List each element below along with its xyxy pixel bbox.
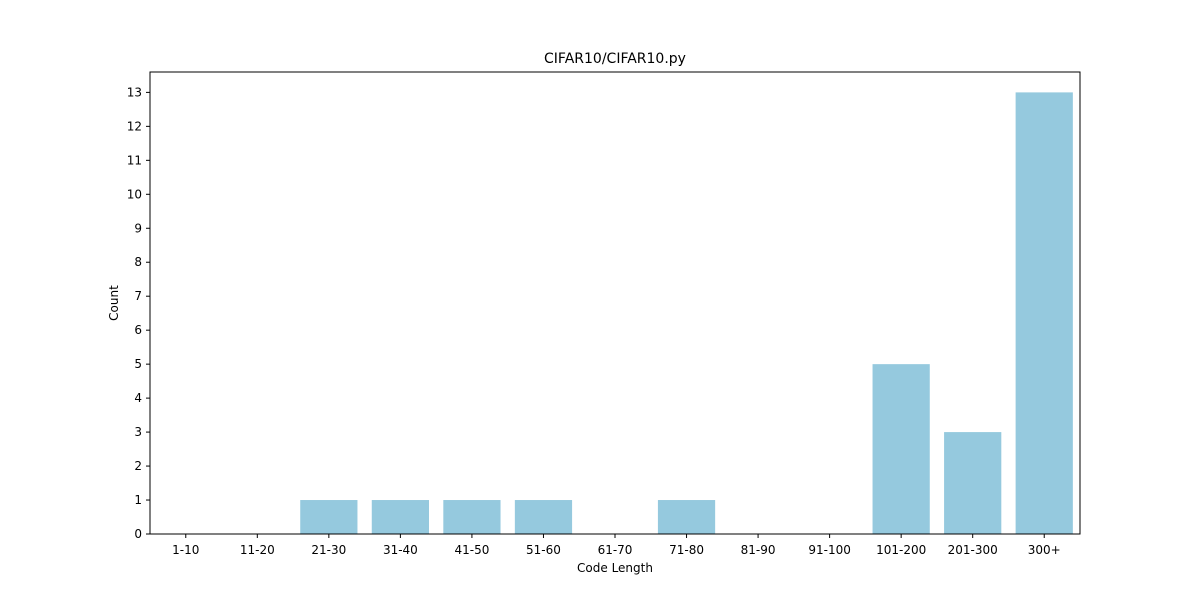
x-tick-label: 41-50 [454, 543, 489, 557]
x-axis-label: Code Length [577, 561, 653, 575]
bars-group [300, 92, 1073, 534]
x-tick-label: 300+ [1028, 543, 1061, 557]
y-tick-label: 7 [134, 289, 142, 303]
x-tick-label: 1-10 [172, 543, 199, 557]
bar [657, 500, 716, 534]
bar [371, 500, 429, 534]
y-tick-label: 12 [127, 119, 142, 133]
chart-title: CIFAR10/CIFAR10.py [544, 51, 686, 67]
bar [872, 364, 930, 534]
y-tick-label: 10 [127, 187, 142, 201]
x-axis-ticks: 1-10 11-20 21-30 31-40 41-50 51-60 61-70 71-80 8… [172, 534, 1061, 557]
x-tick-label: 71-80 [669, 543, 704, 557]
bar [944, 432, 1002, 534]
plot-area-frame [149, 71, 1081, 535]
x-tick-label: 201-300 [948, 543, 998, 557]
y-tick-label: 13 [127, 85, 142, 99]
y-axis-label: Count [107, 285, 121, 321]
x-tick-label: 21-30 [311, 543, 346, 557]
y-tick-label: 3 [134, 425, 142, 439]
y-tick-label: 0 [134, 527, 142, 541]
x-tick-label: 81-90 [741, 543, 776, 557]
x-tick-label: 101-200 [876, 543, 926, 557]
x-tick-label: 61-70 [598, 543, 633, 557]
y-tick-label: 5 [134, 357, 142, 371]
y-tick-label: 2 [134, 459, 142, 473]
x-tick-label: 51-60 [526, 543, 561, 557]
x-tick-label: 11-20 [240, 543, 275, 557]
bar [443, 500, 501, 534]
y-tick-label: 6 [134, 323, 142, 337]
x-tick-label: 91-100 [808, 543, 851, 557]
y-tick-label: 4 [134, 391, 142, 405]
bar [300, 500, 358, 534]
bar [514, 500, 573, 534]
x-tick-label: 31-40 [383, 543, 418, 557]
y-tick-label: 11 [127, 153, 142, 167]
y-tick-label: 8 [134, 255, 142, 269]
y-tick-label: 1 [134, 493, 142, 507]
y-tick-label: 9 [134, 221, 142, 235]
bar [1015, 92, 1073, 534]
